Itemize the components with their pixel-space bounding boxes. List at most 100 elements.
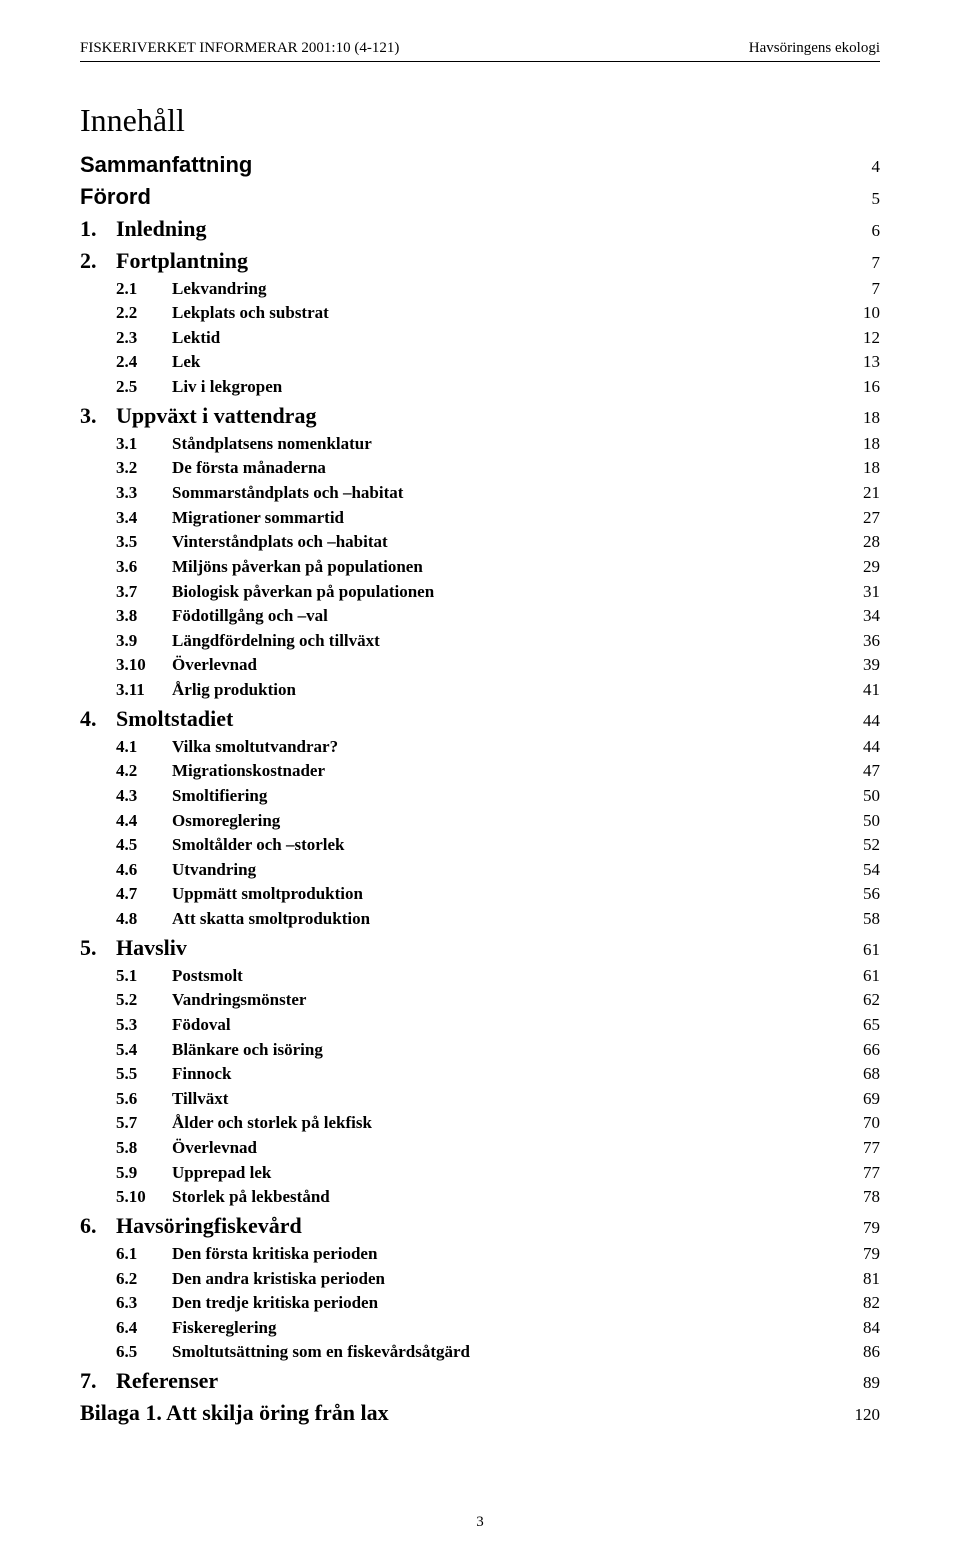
toc-entry-number: 3.8: [116, 604, 172, 629]
toc-entry-number: 4.6: [116, 858, 172, 883]
toc-row: 4.5Smoltålder och –storlek52: [80, 833, 880, 858]
toc-entry-label: De första månaderna: [172, 456, 326, 481]
toc-row: 3.5Vinterståndplats och –habitat28: [80, 530, 880, 555]
toc-entry-page: 4: [840, 155, 880, 180]
toc-entry-label: Liv i lekgropen: [172, 375, 282, 400]
toc-entry-page: 41: [839, 678, 880, 703]
toc-entry-label: Födotillgång och –val: [172, 604, 328, 629]
toc-row: 2.3Lektid12: [80, 326, 880, 351]
toc-entry-label: Havsliv: [116, 932, 187, 964]
toc-row: 5.10Storlek på lekbestånd78: [80, 1185, 880, 1210]
toc-entry-page: 69: [839, 1087, 880, 1112]
toc-entry-page: 61: [839, 964, 880, 989]
toc-entry-label: Tillväxt: [172, 1087, 228, 1112]
toc-row: 3.3Sommarståndplats och –habitat21: [80, 481, 880, 506]
toc-entry-number: 5.3: [116, 1013, 172, 1038]
toc-entry-page: 79: [839, 1242, 880, 1267]
toc-entry-label: Utvandring: [172, 858, 256, 883]
toc-entry-page: 66: [839, 1038, 880, 1063]
toc-entry-number: 2.3: [116, 326, 172, 351]
toc-row: 5.6Tillväxt 69: [80, 1087, 880, 1112]
toc-entry-label: Bilaga 1. Att skilja öring från lax: [80, 1397, 389, 1429]
toc-row: 1.Inledning6: [80, 213, 880, 245]
toc-row: 3.8Födotillgång och –val34: [80, 604, 880, 629]
toc-entry-page: 36: [839, 629, 880, 654]
toc-entry-page: 39: [839, 653, 880, 678]
toc-entry-label: Blänkare och isöring: [172, 1038, 323, 1063]
toc-entry-number: 5.2: [116, 988, 172, 1013]
toc-entry-number: 3.: [80, 400, 116, 432]
header-left: FISKERIVERKET INFORMERAR 2001:10 (4-121): [80, 40, 399, 57]
toc-entry-label: Födoval: [172, 1013, 231, 1038]
toc-entry-page: 21: [839, 481, 880, 506]
toc-entry-page: 7: [840, 251, 880, 276]
toc-row: 3.4Migrationer sommartid27: [80, 506, 880, 531]
toc-entry-page: 29: [839, 555, 880, 580]
header-right: Havsöringens ekologi: [749, 40, 880, 57]
toc-row: 3.6Miljöns påverkan på populationen29: [80, 555, 880, 580]
toc-row: 4.2Migrationskostnader47: [80, 759, 880, 784]
toc-entry-number: 5.9: [116, 1161, 172, 1186]
toc-entry-page: 5: [840, 187, 880, 212]
toc-entry-page: 18: [839, 406, 880, 431]
toc-entry-page: 50: [839, 809, 880, 834]
toc-row: 2.5Liv i lekgropen16: [80, 375, 880, 400]
toc-entry-label: Referenser: [116, 1365, 218, 1397]
toc-row: 3.1Ståndplatsens nomenklatur18: [80, 432, 880, 457]
toc-entry-number: 3.6: [116, 555, 172, 580]
toc-entry-label: Smoltstadiet: [116, 703, 233, 735]
toc-entry-number: 4.4: [116, 809, 172, 834]
toc-entry-number: 6.5: [116, 1340, 172, 1365]
toc-entry-label: Överlevnad: [172, 653, 257, 678]
toc-entry-label: Förord: [80, 181, 151, 213]
toc-entry-page: 56: [839, 882, 880, 907]
toc-entry-number: 4.5: [116, 833, 172, 858]
toc-row: 4.8Att skatta smoltproduktion58: [80, 907, 880, 932]
toc-row: Förord 5: [80, 181, 880, 213]
toc-row: 5.Havsliv61: [80, 932, 880, 964]
toc-row: 5.7Ålder och storlek på lekfisk70: [80, 1111, 880, 1136]
toc-row: 3.2De första månaderna18: [80, 456, 880, 481]
toc-entry-label: Migrationskostnader: [172, 759, 325, 784]
toc-row: 6.1Den första kritiska perioden79: [80, 1242, 880, 1267]
toc-row: 6.Havsöringfiskevård79: [80, 1210, 880, 1242]
toc-row: 6.3Den tredje kritiska perioden82: [80, 1291, 880, 1316]
toc-entry-label: Smoltålder och –storlek: [172, 833, 345, 858]
toc-row: 5.4Blänkare och isöring 66: [80, 1038, 880, 1063]
toc-entry-label: Den tredje kritiska perioden: [172, 1291, 378, 1316]
toc-entry-number: 6.4: [116, 1316, 172, 1341]
toc-entry-number: 3.3: [116, 481, 172, 506]
toc-entry-label: Storlek på lekbestånd: [172, 1185, 330, 1210]
toc-entry-number: 5.5: [116, 1062, 172, 1087]
toc-entry-page: 89: [839, 1371, 880, 1396]
toc-entry-page: 61: [839, 938, 880, 963]
toc-entry-label: Lekvandring: [172, 277, 266, 302]
toc-entry-number: 6.1: [116, 1242, 172, 1267]
toc-entry-page: 27: [839, 506, 880, 531]
toc-entry-label: Lek: [172, 350, 200, 375]
toc-entry-number: 5.6: [116, 1087, 172, 1112]
toc-entry-number: 3.9: [116, 629, 172, 654]
toc-row: 2.4Lek13: [80, 350, 880, 375]
toc-entry-number: 4.: [80, 703, 116, 735]
toc-entry-number: 3.1: [116, 432, 172, 457]
toc-entry-page: 18: [839, 456, 880, 481]
toc-entry-label: Inledning: [116, 213, 207, 245]
toc-entry-page: 65: [839, 1013, 880, 1038]
toc-entry-number: 2.4: [116, 350, 172, 375]
toc-row: 5.1Postsmolt61: [80, 964, 880, 989]
toc-row: 3.7Biologisk påverkan på populationen31: [80, 580, 880, 605]
toc-entry-label: Vandringsmönster: [172, 988, 306, 1013]
page-number: 3: [0, 1514, 960, 1531]
toc-entry-label: Längdfördelning och tillväxt: [172, 629, 380, 654]
toc-row: 3.9Längdfördelning och tillväxt 36: [80, 629, 880, 654]
toc-entry-number: 6.: [80, 1210, 116, 1242]
toc-entry-label: Årlig produktion: [172, 678, 296, 703]
toc-entry-page: 70: [839, 1111, 880, 1136]
toc-row: 5.2Vandringsmönster62: [80, 988, 880, 1013]
toc-entry-number: 5.4: [116, 1038, 172, 1063]
header-rule: [80, 61, 880, 62]
toc-entry-page: 82: [839, 1291, 880, 1316]
toc-entry-label: Lektid: [172, 326, 220, 351]
toc-row: 4.6Utvandring54: [80, 858, 880, 883]
